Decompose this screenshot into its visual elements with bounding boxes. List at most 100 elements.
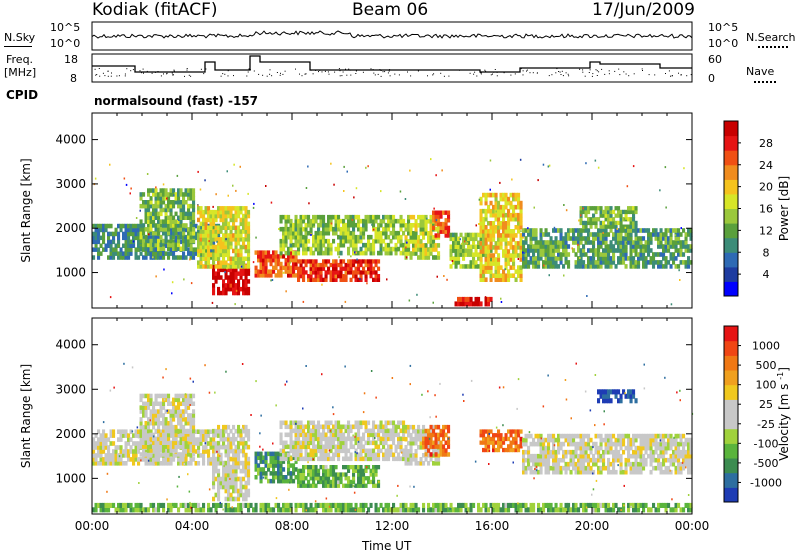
heatmap-cell [552, 445, 556, 451]
heatmap-cell [247, 241, 251, 246]
heatmap-cell [159, 432, 163, 438]
heatmap-cell [514, 447, 518, 453]
heatmap-cell [584, 252, 588, 257]
heatmap-cell [164, 409, 168, 414]
heatmap-point [338, 256, 340, 259]
heatmap-cell [167, 440, 171, 445]
heatmap-cell [322, 424, 326, 430]
heatmap-cell [514, 245, 518, 250]
heatmap-cell [569, 228, 573, 233]
heatmap-cell [627, 224, 631, 229]
heatmap-cell [522, 260, 526, 265]
heatmap-cell [332, 238, 336, 244]
heatmap-cell [359, 250, 363, 256]
heatmap-cell [372, 452, 376, 458]
heatmap-cell [404, 235, 408, 240]
nave-legend-line [754, 81, 776, 83]
heatmap-cell [229, 448, 233, 454]
heatmap-cell [582, 244, 586, 249]
heatmap-cell [329, 270, 333, 275]
heatmap-cell [664, 228, 668, 233]
heatmap-cell [139, 231, 143, 236]
heatmap-cell [594, 206, 598, 211]
heatmap-cell [159, 227, 163, 232]
heatmap-cell [659, 244, 663, 249]
heatmap-cell [159, 255, 163, 260]
heatmap-cell [384, 230, 388, 236]
heatmap-cell [207, 256, 211, 261]
heatmap-cell [517, 212, 521, 218]
heatmap-cell [264, 459, 268, 464]
heatmap-cell [429, 251, 433, 256]
heatmap-cell [459, 252, 463, 257]
heatmap-cell [134, 223, 138, 229]
heatmap-cell [434, 243, 438, 248]
heatmap-cell [632, 240, 636, 245]
heatmap-cell [127, 223, 131, 229]
heatmap-cell [349, 440, 353, 446]
heatmap-cell [114, 247, 118, 252]
heatmap-cell [232, 221, 236, 227]
heatmap-point [478, 198, 481, 201]
heatmap-cell [632, 224, 636, 229]
heatmap-cell [364, 274, 368, 279]
heatmap-cell [369, 448, 373, 454]
heatmap-cell [254, 467, 258, 472]
heatmap-cell [299, 218, 303, 224]
heatmap-cell [99, 433, 103, 438]
heatmap-cell [297, 234, 301, 240]
heatmap-cell [222, 476, 226, 482]
heatmap-cell [344, 262, 348, 268]
heatmap-cell [339, 424, 343, 430]
heatmap-cell [312, 250, 316, 256]
heatmap-cell [284, 234, 288, 240]
heatmap-cell [344, 238, 348, 244]
nave-dot [350, 74, 352, 76]
heatmap-cell [302, 250, 306, 256]
heatmap-cell [157, 432, 161, 438]
nave-dot [493, 71, 495, 73]
heatmap-cell [194, 235, 198, 241]
heatmap-cell [439, 452, 443, 457]
heatmap-cell [399, 250, 403, 256]
heatmap-cell [297, 444, 301, 450]
heatmap-cell [409, 449, 413, 454]
heatmap-cell [239, 436, 243, 442]
heatmap-cell [247, 264, 251, 269]
nave-dot [338, 68, 340, 70]
heatmap-cell [142, 223, 146, 228]
heatmap-cell [364, 476, 368, 481]
heatmap-cell [434, 432, 438, 438]
heatmap-cell [514, 204, 518, 210]
heatmap-cell [159, 207, 163, 213]
heatmap-cell [239, 460, 243, 466]
heatmap-cell [277, 273, 281, 278]
heatmap-cell [397, 234, 401, 240]
heatmap-cell [284, 261, 288, 267]
heatmap-cell [419, 428, 423, 434]
date-title: 17/Jun/2009 [592, 0, 695, 20]
heatmap-cell [127, 457, 131, 462]
heatmap-cell [532, 264, 536, 269]
heatmap-cell [152, 444, 156, 449]
heatmap-cell [229, 480, 233, 486]
heatmap-cell [194, 247, 198, 252]
heatmap-cell [209, 225, 213, 230]
heatmap-cell [184, 255, 188, 260]
heatmap-cell [522, 465, 526, 471]
heatmap-cell [324, 226, 328, 232]
heatmap-point [399, 190, 402, 193]
heatmap-cell [214, 464, 218, 470]
heatmap-cell [172, 424, 176, 430]
heatmap-cell [244, 275, 248, 280]
heatmap-cell [424, 214, 428, 220]
heatmap-cell [487, 229, 491, 234]
heatmap-cell [487, 429, 491, 434]
heatmap-cell [312, 452, 316, 458]
heatmap-cell [362, 456, 366, 462]
heatmap-point [426, 217, 428, 220]
heatmap-cell [342, 483, 346, 488]
heatmap-cell [377, 444, 381, 450]
heatmap-cell [219, 244, 223, 250]
heatmap-cell [237, 279, 241, 284]
